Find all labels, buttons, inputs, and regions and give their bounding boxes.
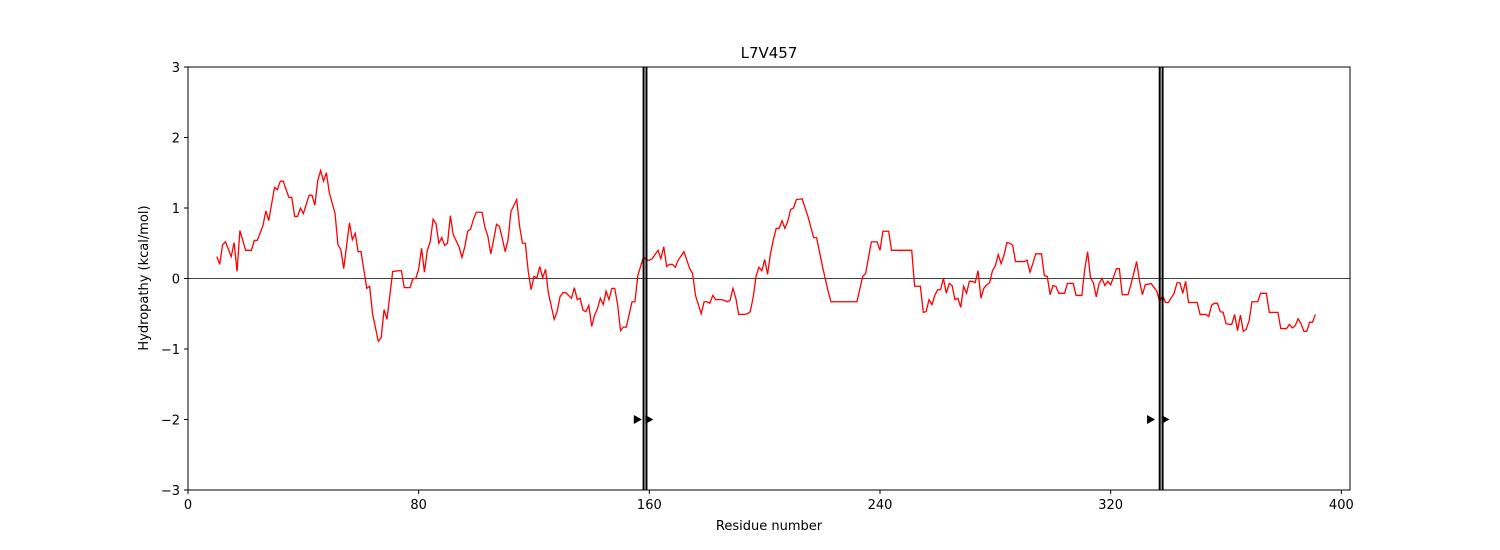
boundary-marker	[633, 415, 642, 424]
x-tick-label: 240	[868, 498, 893, 513]
x-tick-label: 160	[637, 498, 662, 513]
y-axis-label: Hydropathy (kcal/mol)	[137, 205, 152, 350]
boundary-marker	[645, 415, 654, 424]
plot-frame	[187, 66, 1351, 491]
x-tick-label: 0	[184, 498, 192, 513]
x-tick-label: 320	[1098, 498, 1123, 513]
y-tick-label: −3	[161, 484, 180, 499]
y-tick-label: 0	[172, 273, 180, 288]
boundary-marker	[1161, 415, 1170, 424]
y-tick-label: −2	[161, 414, 180, 429]
boundary-marker	[1147, 415, 1156, 424]
x-tick-label: 80	[410, 498, 427, 513]
x-axis-label: Residue number	[716, 519, 823, 534]
y-tick-label: 2	[172, 132, 180, 147]
y-tick-label: 3	[172, 61, 180, 76]
y-tick-label: −1	[161, 343, 180, 358]
chart-title: L7V457	[741, 44, 798, 62]
y-tick-label: 1	[172, 202, 180, 217]
x-tick-label: 400	[1329, 498, 1354, 513]
hydropathy-line	[216, 168, 1317, 343]
